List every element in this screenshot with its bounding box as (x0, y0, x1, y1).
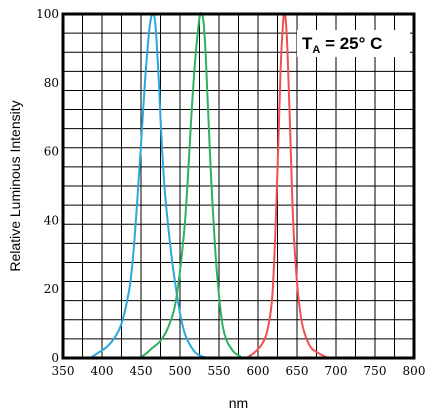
x-tick-label: 750 (364, 364, 387, 378)
y-tick-label: 20 (44, 282, 59, 296)
tick-labels: 350 400 450 500 550 600 650 700 750 800 0 20 40 60 80 1… (36, 7, 425, 378)
temperature-annotation: TA = 25° C (297, 30, 410, 57)
x-tick-label: 400 (91, 364, 114, 378)
x-tick-label: 700 (325, 364, 348, 378)
y-tick-label: 80 (44, 76, 59, 90)
x-tick-label: 450 (130, 364, 153, 378)
series-line-2 (137, 11, 244, 359)
grid (63, 14, 414, 358)
x-axis-title: nm (229, 395, 248, 411)
x-tick-label: 350 (52, 364, 75, 378)
x-tick-label: 550 (208, 364, 231, 378)
series-lines (89, 11, 330, 359)
series-line-1 (89, 12, 209, 359)
annotation-background (297, 30, 410, 57)
annotation-subscript: A (312, 44, 320, 56)
y-tick-label: 60 (44, 145, 59, 159)
y-axis-title: Relative Luminous Intensity (7, 100, 23, 271)
y-tick-label: 40 (44, 213, 59, 227)
x-tick-label: 600 (247, 364, 270, 378)
y-tick-label: 100 (36, 7, 59, 21)
annotation-text: TA = 25° C (302, 34, 382, 56)
x-tick-label: 800 (403, 364, 426, 378)
x-tick-label: 650 (286, 364, 309, 378)
annotation-main: T (302, 34, 313, 53)
x-tick-label: 500 (169, 364, 192, 378)
series-line-3 (245, 13, 330, 359)
plot-frame (61, 12, 416, 360)
annotation-rest: = 25° C (320, 34, 382, 53)
y-tick-label: 0 (51, 351, 59, 365)
